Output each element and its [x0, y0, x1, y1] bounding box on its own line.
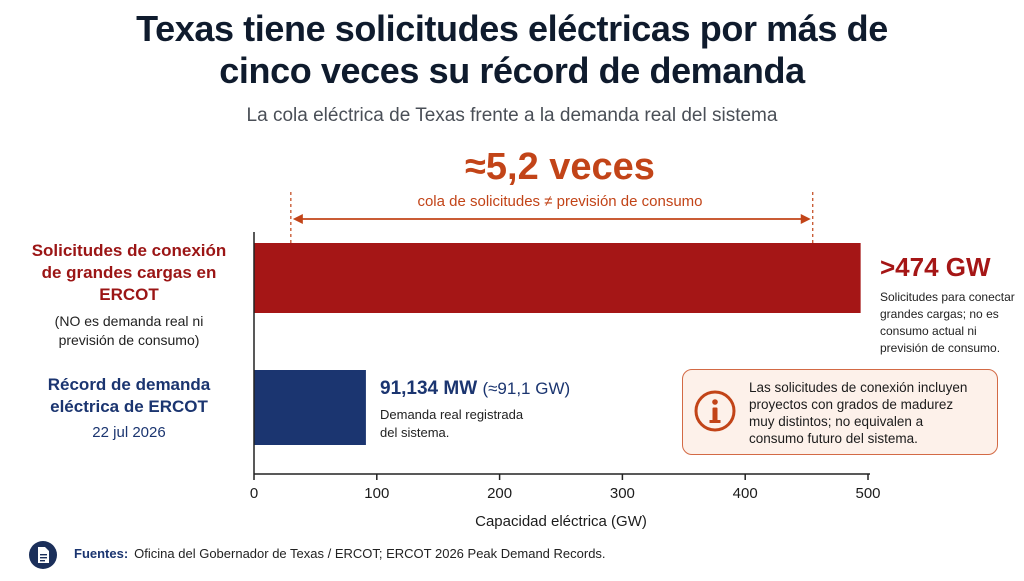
value-desc-line: Solicitudes para conectar: [880, 290, 1015, 304]
x-tick-label: 400: [733, 485, 758, 502]
x-tick-label: 500: [855, 485, 880, 502]
x-tick-label: 0: [250, 485, 258, 502]
category-label-requests: Solicitudes de conexión de grandes carga…: [10, 240, 248, 350]
value-label-record: 91,134 MW (≈91,1 GW) Demanda real regist…: [380, 378, 640, 442]
value-desc-line: grandes cargas; no es: [880, 307, 999, 321]
value-desc-line: previsión de consumo.: [880, 341, 1001, 355]
bars-group: [254, 243, 861, 445]
ratio-arrow-head-left: [292, 214, 303, 224]
x-axis-label: Capacidad eléctrica (GW): [475, 513, 647, 530]
info-icon: [694, 390, 736, 432]
bar-record: [254, 370, 366, 445]
value-desc-line: consumo actual ni: [880, 324, 977, 338]
ratio-bracket: [290, 192, 814, 244]
data-label-approx: (≈91,1 GW): [482, 379, 571, 398]
callout-line: Las solicitudes de conexión incluyen: [749, 380, 968, 395]
subtitle: La cola eléctrica de Texas frente a la d…: [246, 105, 778, 126]
data-label: >474 GW: [880, 252, 991, 282]
page-title: Texas tiene solicitudes eléctricas por m…: [0, 8, 1024, 92]
category-note-line: previsión de consumo): [58, 332, 200, 348]
value-label-requests: >474 GW Solicitudes para conectar grande…: [880, 252, 1020, 357]
sources-footer: Fuentes: Oficina del Gobernador de Texas …: [74, 546, 606, 561]
document-icon: [29, 541, 57, 569]
ratio-arrow-head-right: [800, 214, 811, 224]
callout-line: consumo futuro del sistema.: [749, 431, 918, 446]
sources-text: Oficina del Gobernador de Texas / ERCOT;…: [134, 546, 606, 561]
sources-label: Fuentes:: [74, 546, 129, 561]
title-line-1: Texas tiene solicitudes eléctricas por m…: [136, 8, 888, 49]
category-note-line: (NO es demanda real ni: [54, 313, 204, 329]
ratio-value: ≈5,2 veces: [465, 146, 655, 188]
callout-line: proyectos con grados de madurez: [749, 397, 954, 412]
callout-line: muy distintos; no equivalen a: [749, 414, 924, 429]
bar-requests: [254, 243, 861, 313]
ratio-caption: cola de solicitudes ≠ previsión de consu…: [417, 193, 703, 210]
category-name-line: Récord de demanda: [47, 375, 211, 394]
value-desc-line: Demanda real registrada: [380, 407, 524, 422]
x-axis: 0 100 200 300 400 500 Capacidad eléctrica (GW): [250, 232, 881, 530]
x-tick-label: 300: [610, 485, 635, 502]
record-date: 22 jul 2026: [92, 424, 166, 441]
data-label: 91,134 MW: [380, 378, 478, 399]
title-line-2: cinco veces su récord de demanda: [219, 50, 805, 91]
category-label-record: Récord de demanda eléctrica de ERCOT 22 …: [10, 374, 248, 441]
category-name-line: Solicitudes de conexión: [31, 241, 227, 260]
info-callout: Las solicitudes de conexión incluyen pro…: [682, 369, 998, 455]
value-desc-line: del sistema.: [380, 425, 450, 440]
x-tick-label: 100: [364, 485, 389, 502]
x-tick-label: 200: [487, 485, 512, 502]
category-name-line: de grandes cargas en ERCOT: [41, 263, 217, 304]
category-name-line: eléctrica de ERCOT: [50, 397, 208, 416]
